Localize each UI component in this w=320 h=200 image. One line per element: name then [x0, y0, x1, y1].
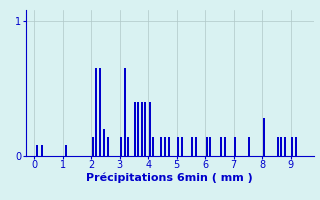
Bar: [120, 137, 122, 156]
Bar: [195, 137, 197, 156]
Bar: [177, 137, 179, 156]
Bar: [65, 145, 67, 156]
Bar: [137, 102, 139, 156]
Bar: [95, 68, 97, 156]
Bar: [41, 145, 43, 156]
Bar: [127, 137, 129, 156]
Bar: [168, 137, 170, 156]
Bar: [209, 137, 212, 156]
Bar: [191, 137, 193, 156]
Bar: [263, 118, 265, 156]
X-axis label: Précipitations 6min ( mm ): Précipitations 6min ( mm ): [86, 173, 253, 183]
Bar: [103, 129, 105, 156]
Bar: [284, 137, 285, 156]
Bar: [248, 137, 251, 156]
Bar: [149, 102, 151, 156]
Bar: [160, 137, 162, 156]
Bar: [134, 102, 136, 156]
Bar: [224, 137, 226, 156]
Bar: [280, 137, 282, 156]
Bar: [234, 137, 236, 156]
Bar: [295, 137, 297, 156]
Bar: [99, 68, 101, 156]
Bar: [220, 137, 222, 156]
Bar: [144, 102, 146, 156]
Bar: [36, 145, 38, 156]
Bar: [107, 137, 109, 156]
Bar: [291, 137, 293, 156]
Bar: [92, 137, 94, 156]
Bar: [164, 137, 166, 156]
Bar: [152, 137, 154, 156]
Bar: [124, 68, 126, 156]
Bar: [141, 102, 143, 156]
Bar: [181, 137, 183, 156]
Bar: [206, 137, 208, 156]
Bar: [277, 137, 279, 156]
